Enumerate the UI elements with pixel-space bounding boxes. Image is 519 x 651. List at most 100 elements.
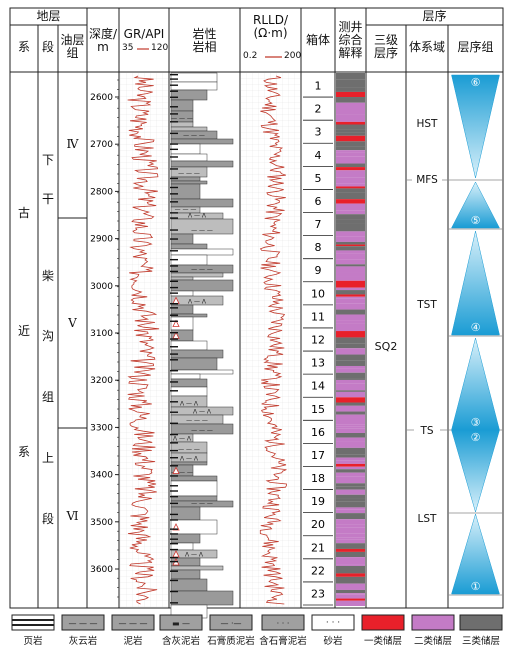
series-char-5: 组 — [41, 390, 54, 404]
box-number: 9 — [315, 264, 322, 277]
reservoir-band — [336, 124, 365, 130]
shale-lamina — [170, 320, 178, 322]
reservoir-band — [336, 97, 365, 103]
shale-lamina — [170, 528, 178, 530]
shale-lamina — [170, 475, 178, 477]
lithology-bed — [170, 590, 234, 606]
sandstone-pattern: · · · — [311, 614, 355, 631]
shale-lamina — [170, 502, 178, 505]
reservoir-band — [336, 331, 365, 338]
shale-lamina — [170, 132, 178, 135]
reservoir-band — [336, 426, 365, 429]
header-oil-group: 油层 组 — [60, 33, 85, 60]
parasequence-label: ③ — [471, 416, 481, 429]
shale-lamina — [170, 590, 178, 593]
reservoir-band — [336, 600, 365, 606]
lithology-symbol: Λ — Λ — [193, 409, 212, 416]
column-separators — [37, 8, 449, 608]
box-number: 5 — [315, 172, 322, 185]
reservoir-band — [336, 576, 365, 584]
reservoir-band — [336, 167, 365, 171]
reservoir-band — [336, 447, 365, 455]
reservoir-band — [336, 188, 365, 193]
reservoir-band — [336, 183, 365, 187]
reservoir-band — [336, 539, 365, 544]
reservoir-band — [336, 79, 365, 88]
box-number: 1 — [315, 80, 322, 93]
shale-lamina — [170, 495, 178, 498]
shale-lamina — [170, 302, 178, 305]
reservoir-band — [336, 486, 365, 490]
reservoir-band — [336, 378, 365, 380]
lithology-bed — [170, 304, 194, 315]
reservoir-band — [336, 298, 365, 304]
depth-tick-label: 3600 — [90, 565, 113, 575]
tract-tst: TST — [417, 299, 437, 311]
triangle-facies-symbol — [172, 319, 180, 327]
reservoir-band — [336, 441, 365, 448]
calcareous-mudstone-pattern: ▬ — — [159, 614, 203, 631]
reservoir-band — [336, 368, 365, 373]
depth-tick-label: 3400 — [90, 471, 113, 481]
legend-label: 泥岩 — [123, 635, 142, 647]
lithology-bed — [170, 279, 234, 292]
lithology-bed — [170, 340, 208, 351]
reservoir-band — [336, 199, 365, 204]
reservoir-band — [336, 150, 365, 153]
reservoir-band — [336, 551, 365, 558]
reservoir-band — [336, 573, 365, 577]
shale-lamina — [170, 78, 178, 80]
shale-lamina — [170, 143, 178, 145]
lithology-bed — [170, 373, 201, 380]
header-parasequence-set: 层序组 — [457, 40, 494, 54]
reservoir-band — [336, 294, 365, 297]
series-char-7: 段 — [41, 512, 54, 526]
reservoir-band — [336, 102, 365, 109]
lithology-bed — [170, 248, 234, 256]
tract-hst: HST — [416, 118, 438, 130]
reservoir-band — [336, 255, 365, 260]
reservoir-band — [336, 290, 365, 295]
reservoir-band — [336, 231, 365, 237]
box-number: 13 — [311, 357, 325, 370]
shale-lamina — [170, 74, 178, 76]
shale-lamina — [170, 533, 178, 535]
reservoir-band — [336, 253, 365, 256]
reservoir-band — [336, 489, 365, 495]
triangle-facies-symbol — [172, 466, 180, 474]
shale-lamina — [170, 401, 178, 403]
lithology-bed — [170, 533, 201, 544]
reservoir-band — [336, 309, 365, 315]
reservoir-band — [336, 476, 365, 484]
box-number: 22 — [311, 564, 325, 577]
legend-label: 含石膏泥岩 — [259, 635, 307, 647]
lithology-symbol: — — — — [178, 171, 200, 178]
shale-lamina — [170, 433, 178, 436]
sequence-column: ⑥ ⑤ ④ ③ ② ① — [406, 74, 503, 596]
reservoir-band — [336, 460, 365, 464]
header-series: 段 — [41, 40, 54, 54]
rlld-scale-min: 0.2 — [243, 51, 258, 61]
shale-lamina — [170, 548, 178, 551]
reservoir-band — [336, 411, 365, 415]
legend-label: 含灰泥岩 — [162, 635, 200, 647]
reservoir-band — [336, 163, 365, 168]
shale-lamina — [170, 265, 178, 267]
box-number: 23 — [311, 587, 325, 600]
shale-lamina — [170, 292, 178, 294]
lithology-symbol: Λ — Λ — [180, 456, 199, 463]
reservoir-band — [336, 537, 365, 540]
parasequence-triangle — [451, 230, 500, 336]
box-number: 21 — [311, 541, 325, 554]
oil-group-vi: Ⅵ — [66, 509, 79, 523]
lithology-bed — [170, 349, 224, 359]
reservoir-band — [336, 121, 365, 125]
class1-reservoir-swatch — [361, 614, 405, 631]
reservoir-band — [336, 527, 365, 534]
reservoir-band — [336, 170, 365, 178]
shale-lamina — [170, 148, 178, 151]
reservoir-band — [336, 402, 365, 406]
series-char-2: 干 — [41, 192, 54, 206]
system-char-2: 近 — [17, 324, 30, 338]
lithology-bed — [170, 81, 218, 91]
